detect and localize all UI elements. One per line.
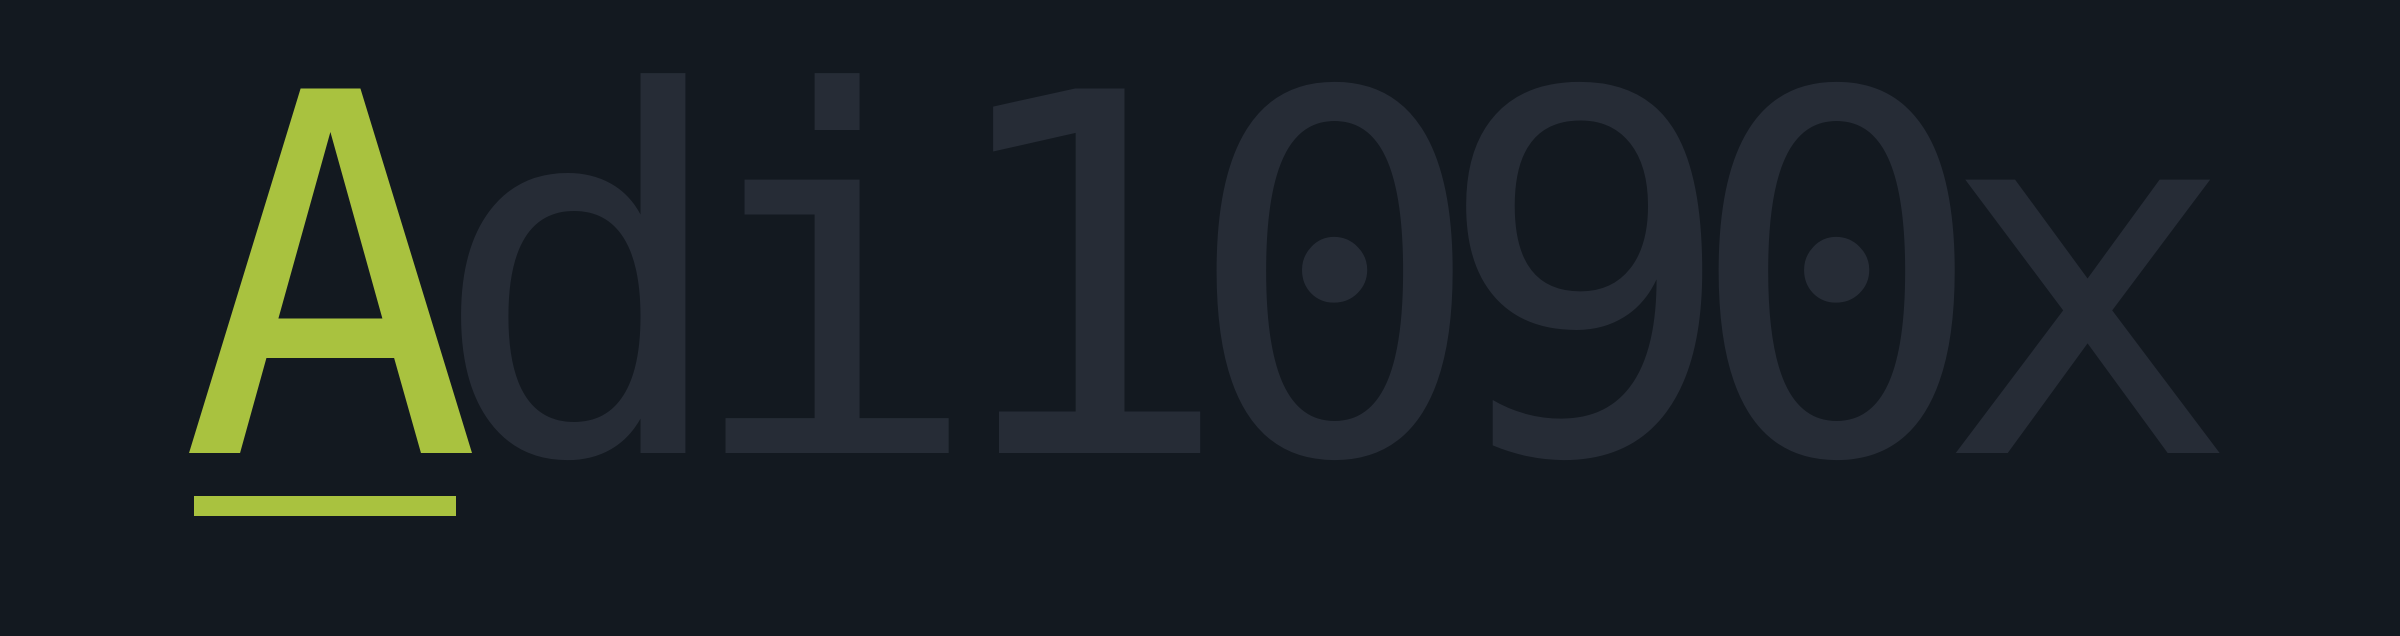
underline-cursor <box>194 496 456 516</box>
wordmark: Adi1090x <box>180 0 2238 571</box>
wordmark-rest: di1090x <box>431 0 2238 571</box>
accent-letter: A <box>180 0 481 571</box>
